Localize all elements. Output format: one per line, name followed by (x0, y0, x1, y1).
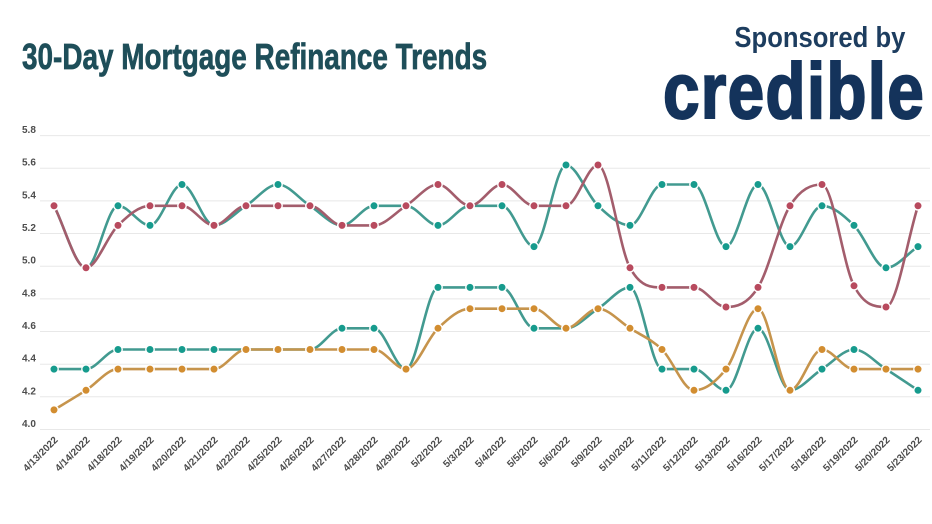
svg-text:4.4: 4.4 (22, 354, 36, 365)
svg-text:5/23/2022: 5/23/2022 (885, 435, 925, 475)
svg-text:5/2/2022: 5/2/2022 (409, 435, 445, 471)
svg-text:5.8: 5.8 (22, 125, 36, 136)
svg-text:4.6: 4.6 (22, 321, 36, 332)
svg-text:5.4: 5.4 (22, 190, 36, 201)
svg-text:4.0: 4.0 (22, 419, 36, 430)
svg-text:4.8: 4.8 (22, 288, 36, 299)
svg-text:5/6/2022: 5/6/2022 (537, 435, 573, 471)
svg-text:5.0: 5.0 (22, 256, 36, 267)
svg-text:4/29/2022: 4/29/2022 (373, 435, 413, 475)
svg-text:5/4/2022: 5/4/2022 (473, 435, 509, 471)
svg-text:5/5/2022: 5/5/2022 (505, 435, 541, 471)
svg-text:5.2: 5.2 (22, 223, 36, 234)
svg-text:5.6: 5.6 (22, 158, 36, 169)
svg-text:5/3/2022: 5/3/2022 (441, 435, 477, 471)
svg-text:4.2: 4.2 (22, 386, 36, 397)
